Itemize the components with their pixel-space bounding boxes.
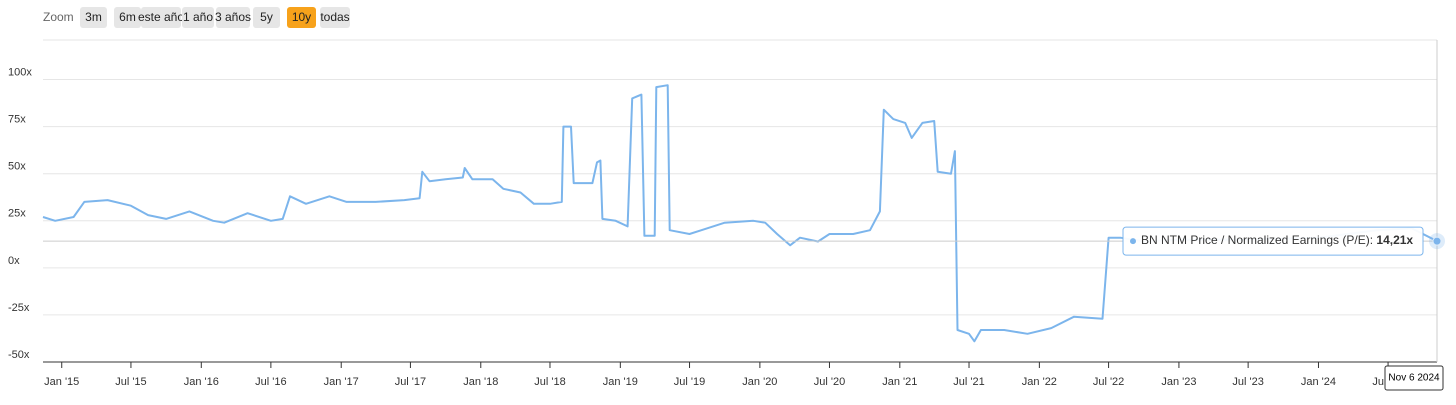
range-button-label[interactable]: 3 años bbox=[215, 10, 251, 24]
x-tick-label: Jul '22 bbox=[1093, 376, 1124, 388]
x-tick-label: Jan '23 bbox=[1161, 376, 1196, 388]
range-button-label[interactable]: 5y bbox=[260, 10, 273, 24]
range-button[interactable] bbox=[114, 7, 141, 28]
x-tick-label: Jul '17 bbox=[395, 376, 426, 388]
tooltip bbox=[1122, 226, 1424, 256]
range-button[interactable] bbox=[182, 7, 214, 28]
range-button-label[interactable]: 1 año bbox=[183, 10, 213, 24]
x-tick-label: Jan '15 bbox=[44, 376, 79, 388]
x-tick-label: Jan '20 bbox=[742, 376, 777, 388]
x-tick-label: Jul '23 bbox=[1232, 376, 1263, 388]
x-tick-label: Jan '24 bbox=[1301, 376, 1336, 388]
x-tick-label: Jan '22 bbox=[1022, 376, 1057, 388]
tooltip-series-name: BN NTM Price / Normalized Earnings (P/E) bbox=[1141, 233, 1370, 247]
tooltip-sep: : bbox=[1370, 233, 1377, 247]
range-button[interactable] bbox=[80, 7, 107, 28]
range-button[interactable] bbox=[216, 7, 250, 28]
range-button[interactable] bbox=[287, 7, 316, 28]
x-tick-label: Jul '21 bbox=[953, 376, 984, 388]
range-button-label[interactable]: todas bbox=[320, 10, 349, 24]
series-line bbox=[42, 84, 1438, 343]
y-tick-label: 100x bbox=[8, 66, 32, 78]
range-button-label[interactable]: 3m bbox=[85, 10, 102, 24]
crosshair-date-box bbox=[1384, 365, 1444, 391]
plot: BN NTM Price / Normalized Earnings (P/E)… bbox=[42, 40, 1445, 391]
x-tick-label: Jul '18 bbox=[534, 376, 565, 388]
y-tick-label: 0x bbox=[8, 255, 20, 267]
crosshair-date: Nov 6 2024 bbox=[1388, 373, 1440, 384]
y-tick-label: 25x bbox=[8, 208, 26, 220]
y-tick-label: 75x bbox=[8, 114, 26, 126]
range-button[interactable] bbox=[253, 7, 280, 28]
tooltip-value: 14,21x bbox=[1376, 233, 1413, 247]
range-button-label[interactable]: 6m bbox=[119, 10, 136, 24]
y-tick-label: -50x bbox=[8, 349, 30, 361]
grid: -50x -25x 0x 25x 50x 75x 100x Jan '15 Jul '15 Jan… bbox=[8, 39, 1438, 388]
x-tick-label: Jul '15 bbox=[115, 376, 146, 388]
y-tick-label: -25x bbox=[8, 302, 30, 314]
x-tick-label: Jan '16 bbox=[184, 376, 219, 388]
x-tick-label: Jan '17 bbox=[324, 376, 359, 388]
y-tick-label: 50x bbox=[8, 161, 26, 173]
last-point-halo bbox=[1429, 233, 1445, 250]
x-tick-label: Jul '20 bbox=[814, 376, 845, 388]
x-tick-label: Jul '16 bbox=[255, 376, 286, 388]
range-button-label[interactable]: este año bbox=[138, 10, 184, 24]
x-tick-label: Jul '19 bbox=[674, 376, 705, 388]
tooltip-dot bbox=[1130, 238, 1136, 245]
zoom-label: Zoom bbox=[43, 10, 74, 24]
range-button[interactable] bbox=[320, 7, 350, 28]
range-button-label[interactable]: 10y bbox=[292, 10, 311, 24]
last-point bbox=[1432, 236, 1442, 246]
x-tick-label: Jan '21 bbox=[882, 376, 917, 388]
x-tick-label: Jan '18 bbox=[463, 376, 498, 388]
x-tick-label: Jan '19 bbox=[603, 376, 638, 388]
range-button[interactable] bbox=[141, 7, 181, 28]
tooltip-text: BN NTM Price / Normalized Earnings (P/E)… bbox=[1141, 233, 1413, 247]
